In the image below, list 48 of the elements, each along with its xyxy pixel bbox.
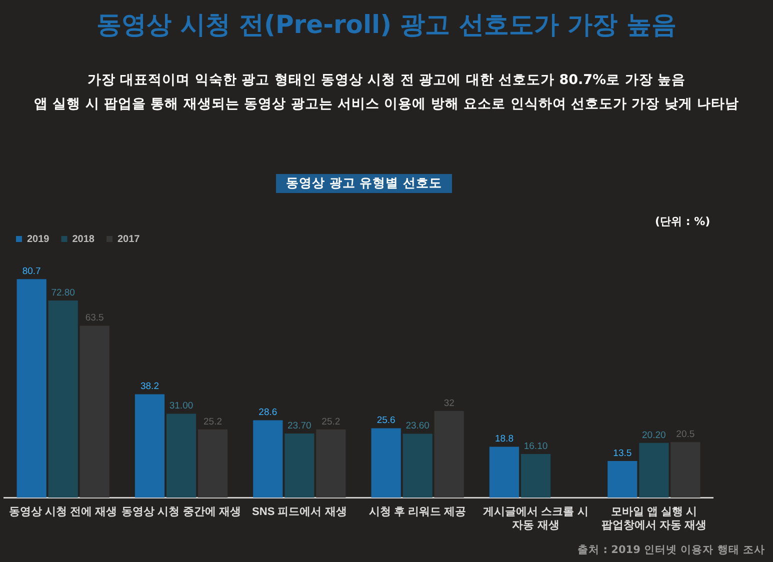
data-label: 23.60	[406, 420, 430, 432]
text: (단위 : %)	[655, 214, 710, 229]
data-label: 25.2	[322, 416, 340, 428]
data-label: 72.80	[51, 287, 75, 298]
data-label: 38.2	[140, 381, 159, 392]
data-label: 13.5	[613, 448, 632, 459]
data-label: 31.00	[169, 400, 194, 412]
data-label: 80.7	[22, 266, 41, 278]
data-label: 25.2	[204, 416, 222, 428]
source-note: 출처 : 2019 인터넷 이용자 행태 조사	[578, 543, 765, 557]
bar	[48, 300, 78, 498]
text: 동영상 광고 유형별 선호도	[276, 174, 452, 193]
data-label: 16.10	[524, 440, 548, 452]
bar	[316, 429, 346, 498]
bar	[284, 433, 314, 498]
bar	[670, 442, 700, 498]
data-label: 63.5	[85, 312, 104, 324]
legend-label: 2019	[27, 234, 50, 245]
chart-title: 동영상 시청 전(Pre-roll) 광고 선호도가 가장 높음	[96, 9, 678, 41]
bar	[639, 442, 669, 498]
x-tick-label: 시청 후 리워드 제공	[368, 506, 466, 518]
x-tick-label: 모바일 앱 실행 시 팝업창에서 자동 재생	[601, 506, 706, 532]
bar	[520, 454, 551, 498]
data-label: 20.5	[676, 428, 695, 440]
bar	[134, 394, 165, 498]
data-label: 32	[444, 398, 454, 409]
legend-label: 2018	[72, 234, 95, 245]
bar	[402, 434, 432, 498]
bar	[371, 428, 401, 498]
x-tick-label: 동영상 시청 전에 재생	[8, 506, 118, 518]
bar	[166, 414, 196, 498]
x-tick-label: SNS 피드에서 재생	[252, 506, 347, 518]
x-tick-label: 게시글에서 스크롤 시 자동 재생	[483, 506, 588, 532]
bar	[489, 446, 520, 498]
bar	[608, 461, 638, 498]
data-label: 25.6	[376, 415, 396, 426]
legend-label: 2017	[117, 234, 140, 245]
bar	[198, 429, 228, 498]
bar	[253, 420, 283, 498]
data-label: 18.8	[494, 434, 514, 445]
data-label: 28.6	[258, 407, 278, 418]
x-tick-label: 동영상 시청 중간에 재생	[122, 506, 241, 518]
bar	[16, 279, 46, 498]
bar	[434, 410, 464, 498]
data-label: 20.20	[642, 430, 666, 441]
bar	[80, 326, 110, 498]
data-label: 23.70	[288, 420, 312, 432]
chart-subtitle: 가장 대표적이며 익숙한 광고 형태인 동영상 시청 전 광고에 대한 선호도가 80.7%로 가장 높음 앱 실행 시 팝업을 통해 재생되는 동영상 광고는 서비스 이용에 방해 요소로 인식하여 선호도가 가장 낮게 나타남	[32, 71, 740, 114]
